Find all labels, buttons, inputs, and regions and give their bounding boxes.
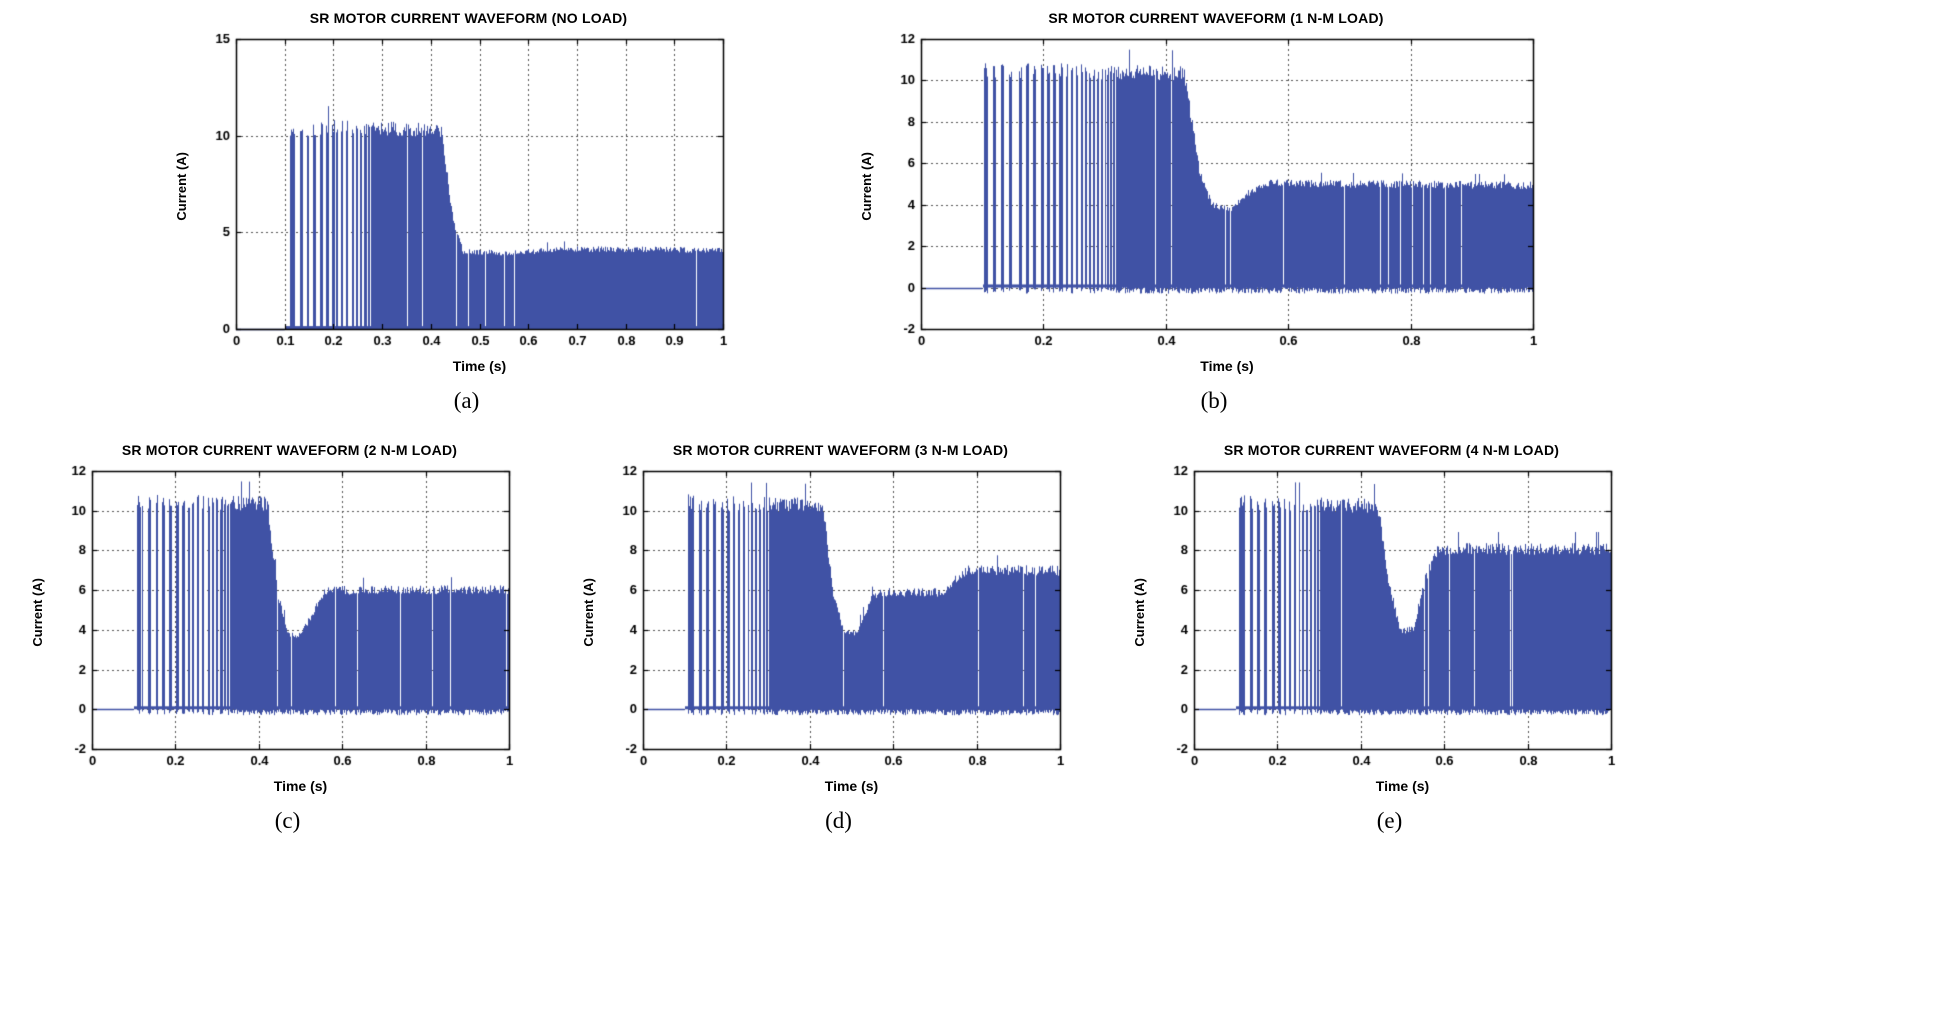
plot-canvas bbox=[192, 29, 737, 359]
chart-4nm-load: SR MOTOR CURRENT WAVEFORM (4 N-M LOAD) C… bbox=[1128, 442, 1625, 834]
subfigure-caption: (b) bbox=[1200, 388, 1228, 413]
plot-canvas bbox=[599, 461, 1074, 779]
chart-2nm-load: SR MOTOR CURRENT WAVEFORM (2 N-M LOAD) C… bbox=[26, 442, 523, 834]
y-axis-label: Current (A) bbox=[173, 152, 189, 221]
x-axis-label: Time (s) bbox=[1375, 778, 1430, 794]
x-axis-label: Time (s) bbox=[273, 778, 328, 794]
subfigure-caption: (d) bbox=[825, 808, 852, 833]
chart-title: SR MOTOR CURRENT WAVEFORM (1 N-M LOAD) bbox=[1048, 10, 1384, 26]
subfigure-caption: (c) bbox=[274, 808, 301, 833]
chart-title: SR MOTOR CURRENT WAVEFORM (4 N-M LOAD) bbox=[1223, 442, 1560, 458]
chart-1nm-load: SR MOTOR CURRENT WAVEFORM (1 N-M LOAD) C… bbox=[855, 10, 1547, 414]
plot-canvas bbox=[1150, 461, 1625, 779]
x-axis-label: Time (s) bbox=[1200, 358, 1254, 374]
y-axis-label: Current (A) bbox=[29, 578, 45, 647]
plot-canvas bbox=[48, 461, 523, 779]
bottom-row: SR MOTOR CURRENT WAVEFORM (2 N-M LOAD) C… bbox=[0, 442, 1950, 834]
x-axis-label: Time (s) bbox=[824, 778, 879, 794]
y-axis-label: Current (A) bbox=[1131, 578, 1147, 647]
x-axis-label: Time (s) bbox=[452, 358, 507, 374]
chart-title: SR MOTOR CURRENT WAVEFORM (NO LOAD) bbox=[309, 10, 628, 26]
subfigure-caption: (a) bbox=[453, 388, 480, 413]
subfigure-caption: (e) bbox=[1376, 808, 1403, 833]
top-row: SR MOTOR CURRENT WAVEFORM (NO LOAD) Curr… bbox=[0, 0, 1950, 414]
plot-canvas bbox=[877, 29, 1547, 359]
chart-3nm-load: SR MOTOR CURRENT WAVEFORM (3 N-M LOAD) C… bbox=[577, 442, 1074, 834]
y-axis-label: Current (A) bbox=[858, 152, 874, 221]
chart-title: SR MOTOR CURRENT WAVEFORM (3 N-M LOAD) bbox=[672, 442, 1009, 458]
chart-title: SR MOTOR CURRENT WAVEFORM (2 N-M LOAD) bbox=[121, 442, 458, 458]
chart-no-load: SR MOTOR CURRENT WAVEFORM (NO LOAD) Curr… bbox=[170, 10, 737, 414]
y-axis-label: Current (A) bbox=[580, 578, 596, 647]
